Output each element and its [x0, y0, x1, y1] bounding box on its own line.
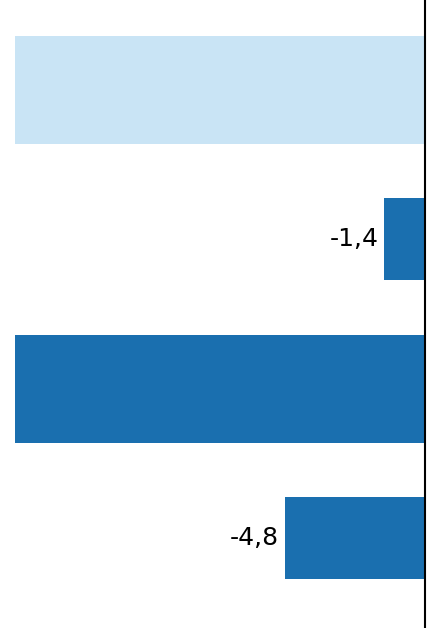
Bar [15, 36, 425, 144]
Bar [285, 497, 425, 580]
Text: -4,8: -4,8 [230, 526, 279, 550]
Text: -1,4: -1,4 [330, 227, 378, 251]
Bar [15, 335, 425, 443]
Bar [384, 198, 425, 280]
